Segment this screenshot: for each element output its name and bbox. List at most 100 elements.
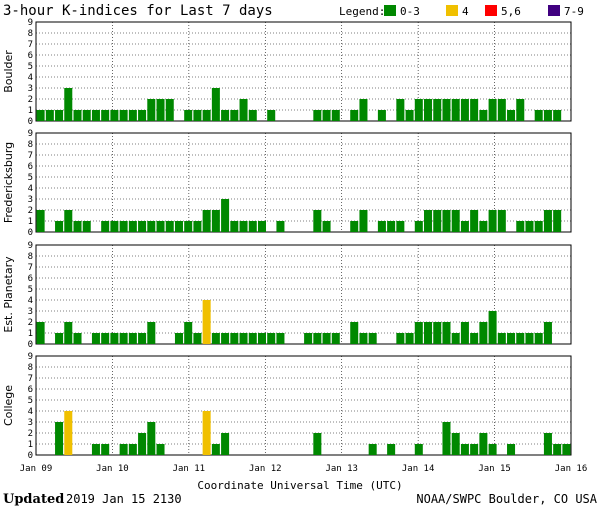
k-index-bar: [488, 444, 497, 455]
k-index-bar: [331, 333, 340, 344]
k-index-bar: [239, 333, 248, 344]
y-tick-label: 1: [28, 329, 33, 339]
k-index-bar: [479, 322, 488, 344]
panels-group: 0123456789Boulder0123456789Fredericksbur…: [2, 18, 572, 461]
k-index-bar: [230, 221, 239, 232]
y-tick-label: 9: [28, 352, 33, 362]
k-index-bar: [331, 110, 340, 121]
k-index-bar: [138, 433, 147, 455]
y-tick-label: 5: [28, 62, 33, 72]
k-index-bar: [147, 422, 156, 455]
k-index-bar: [267, 333, 276, 344]
y-tick-label: 5: [28, 285, 33, 295]
k-index-bar: [442, 322, 451, 344]
k-index-bar: [497, 333, 506, 344]
x-tick-label: Jan 10: [96, 464, 129, 474]
x-tick-label: Jan 12: [249, 464, 282, 474]
k-index-bar: [101, 110, 110, 121]
k-index-bar: [396, 221, 405, 232]
k-index-bar: [543, 322, 552, 344]
panel-y-label: College: [2, 385, 15, 426]
k-index-bar: [387, 444, 396, 455]
k-index-bar: [82, 221, 91, 232]
k-index-bar: [350, 322, 359, 344]
k-index-bar: [414, 322, 423, 344]
k-index-bar: [534, 221, 543, 232]
k-index-bar: [442, 99, 451, 121]
k-index-bar: [165, 99, 174, 121]
k-index-bar: [64, 411, 73, 455]
y-tick-label: 7: [28, 40, 33, 50]
y-tick-label: 0: [28, 228, 33, 238]
k-index-bar: [451, 433, 460, 455]
k-index-bar: [91, 110, 100, 121]
k-index-bar: [497, 99, 506, 121]
y-tick-label: 7: [28, 151, 33, 161]
legend-swatch-5-6: [485, 5, 497, 16]
panel-frame: [35, 355, 572, 456]
k-index-bar: [350, 110, 359, 121]
k-index-bar: [359, 99, 368, 121]
panel-y-label: Boulder: [2, 50, 15, 93]
k-index-bar: [442, 210, 451, 232]
y-tick-label: 3: [28, 418, 33, 428]
legend: Legend: 0-3 4 5,6 7-9: [339, 5, 584, 18]
k-index-bar: [110, 110, 119, 121]
k-index-bar: [110, 221, 119, 232]
k-index-bar: [147, 322, 156, 344]
y-tick-label: 7: [28, 263, 33, 273]
k-index-bar: [248, 110, 257, 121]
k-index-bar: [414, 444, 423, 455]
y-tick-label: 1: [28, 440, 33, 450]
k-index-bar: [248, 333, 257, 344]
k-index-bar: [119, 221, 128, 232]
k-index-bar: [424, 322, 433, 344]
k-index-bar: [543, 433, 552, 455]
k-index-bar: [460, 99, 469, 121]
k-index-bar: [221, 433, 230, 455]
k-index-bar: [534, 110, 543, 121]
y-tick-label: 2: [28, 95, 33, 105]
k-index-bar: [553, 110, 562, 121]
k-index-bar: [221, 199, 230, 232]
k-index-bar: [138, 110, 147, 121]
x-tick-label: Jan 09: [20, 464, 53, 474]
k-index-bar: [119, 444, 128, 455]
y-tick-label: 1: [28, 106, 33, 116]
k-index-bar: [91, 333, 100, 344]
k-index-bar: [525, 333, 534, 344]
legend-label-4: 4: [462, 5, 469, 18]
k-index-bar: [156, 99, 165, 121]
y-tick-label: 8: [28, 29, 33, 39]
k-index-bar: [55, 221, 64, 232]
y-tick-label: 2: [28, 429, 33, 439]
credit-text: NOAA/SWPC Boulder, CO USA: [416, 492, 597, 506]
k-index-bar: [211, 88, 220, 121]
k-index-bar: [322, 110, 331, 121]
y-tick-label: 6: [28, 385, 33, 395]
k-index-bar: [479, 433, 488, 455]
k-index-bar: [470, 99, 479, 121]
k-index-bar: [101, 444, 110, 455]
k-index-bar: [202, 300, 211, 344]
k-index-bar: [424, 99, 433, 121]
k-index-bar: [313, 433, 322, 455]
k-index-bar: [165, 221, 174, 232]
k-index-bar: [128, 333, 137, 344]
k-index-bar: [230, 110, 239, 121]
y-tick-label: 4: [28, 407, 33, 417]
k-index-bar: [460, 221, 469, 232]
panel-frame: [35, 132, 572, 233]
k-index-bar: [424, 210, 433, 232]
k-index-bar: [359, 333, 368, 344]
y-tick-label: 6: [28, 274, 33, 284]
k-index-bar: [368, 333, 377, 344]
k-index-bar: [479, 110, 488, 121]
legend-swatch-7-9: [548, 5, 560, 16]
x-tick-label: Jan 14: [402, 464, 435, 474]
k-index-bar: [119, 110, 128, 121]
k-index-bar: [377, 221, 386, 232]
